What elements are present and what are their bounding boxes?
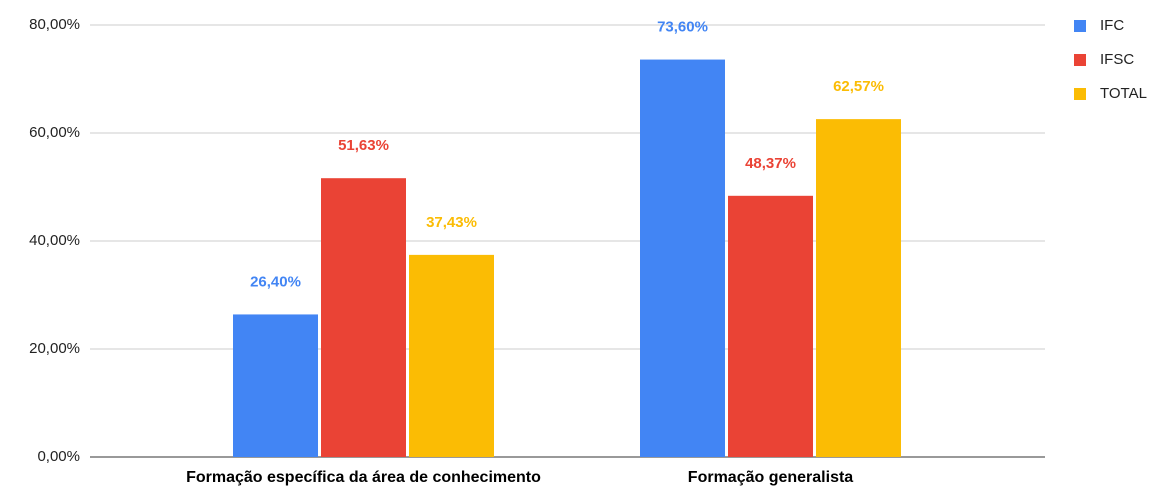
y-tick-label: 40,00% (29, 232, 80, 249)
legend-swatch (1074, 88, 1086, 100)
legend-label: IFC (1100, 17, 1124, 34)
data-label: 73,60% (657, 19, 708, 36)
x-tick-label: Formação generalista (688, 469, 854, 486)
y-tick-label: 80,00% (29, 16, 80, 33)
bar (728, 195, 813, 457)
y-tick-label: 60,00% (29, 124, 80, 141)
legend-swatch (1074, 20, 1086, 32)
legend-label: IFSC (1100, 51, 1134, 68)
y-tick-label: 0,00% (37, 448, 80, 465)
data-label: 62,57% (833, 78, 884, 95)
legend-label: TOTAL (1100, 85, 1147, 102)
x-tick-label: Formação específica da área de conhecime… (186, 469, 541, 486)
bar (233, 314, 318, 457)
bar (816, 119, 901, 457)
data-label: 26,40% (250, 273, 301, 290)
bar (409, 254, 494, 457)
legend-swatch (1074, 54, 1086, 66)
data-label: 51,63% (338, 137, 389, 154)
data-label: 48,37% (745, 155, 796, 172)
bar (321, 178, 406, 457)
y-tick-label: 20,00% (29, 340, 80, 357)
bar (640, 59, 725, 458)
data-label: 37,43% (426, 214, 477, 231)
